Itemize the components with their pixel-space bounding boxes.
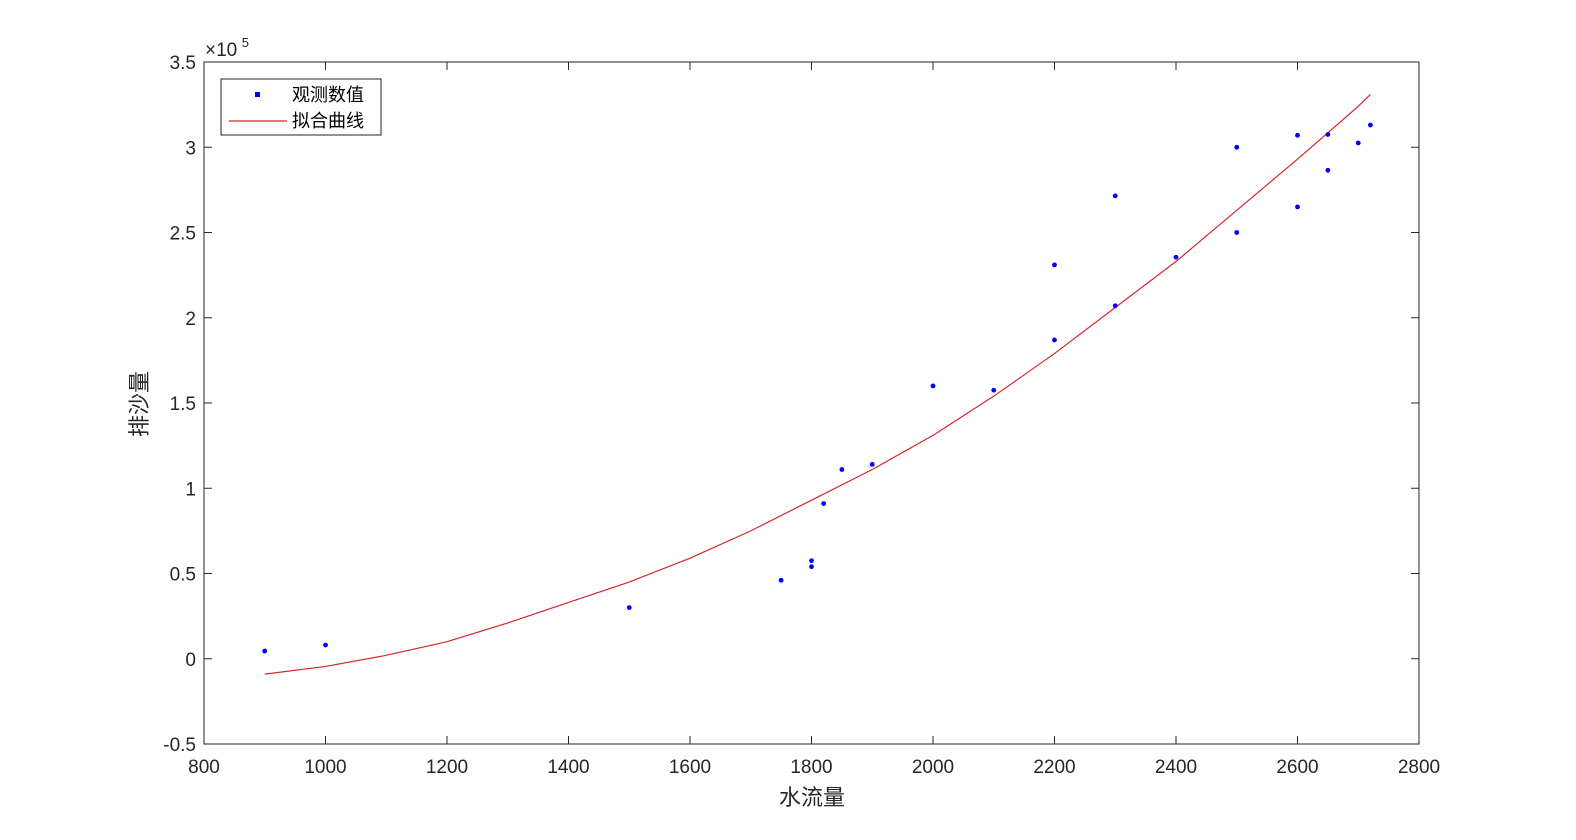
x-tick-label: 2800: [1398, 757, 1440, 778]
y-tick-label: 2.5: [170, 224, 196, 245]
observed-data-point: [1368, 122, 1373, 128]
observed-data-point: [1234, 230, 1240, 235]
observed-data-point: [1173, 254, 1179, 260]
y-tick-label: 2: [185, 309, 196, 330]
y-tick-label: 0: [185, 650, 196, 671]
observed-data-point: [1052, 337, 1057, 343]
x-axis-label: 水流量: [779, 786, 845, 811]
y-axis-ticks: -0.5 0 0.5 1 1.5 2 2.5 3 3.5: [163, 53, 1419, 756]
observed-data-point: [930, 383, 936, 389]
y-axis-multiplier-base: ×10: [205, 40, 237, 61]
fit-curve-line: [264, 93, 1371, 675]
observed-data-point: [821, 501, 827, 506]
x-tick-label: 1400: [547, 757, 589, 778]
legend-label-fit: 拟合曲线: [292, 111, 364, 132]
y-tick-label: 3.5: [170, 53, 196, 74]
observed-data-point: [839, 467, 845, 472]
legend-marker-observed: [255, 92, 260, 97]
observed-data-point: [869, 461, 875, 467]
observed-data-point: [809, 564, 814, 570]
observed-data-point: [1355, 140, 1361, 146]
observed-data-point: [1234, 144, 1240, 150]
observed-data-point: [1325, 132, 1331, 137]
x-tick-label: 1600: [669, 757, 711, 778]
x-axis-ticks: 800 1000 1200 1400 1600 1800 2000 2200 2400 2600 2…: [188, 62, 1440, 778]
y-tick-label: -0.5: [163, 735, 196, 756]
observed-data-point: [1295, 132, 1300, 138]
y-tick-label: 1.5: [170, 394, 196, 415]
observed-data-point: [1295, 204, 1300, 210]
observed-data-point: [1325, 167, 1331, 173]
x-tick-label: 2000: [912, 757, 954, 778]
y-tick-label: 0.5: [170, 565, 196, 586]
observed-data-point: [991, 387, 997, 393]
legend-label-observed: 观测数值: [292, 85, 364, 106]
legend: 观测数值 拟合曲线: [220, 78, 382, 136]
y-axis-multiplier: ×10 5: [205, 35, 249, 61]
y-axis-label: 排沙量: [128, 371, 153, 437]
observed-data-point: [626, 605, 632, 610]
observed-data-point: [262, 648, 268, 654]
observed-data-point: [778, 577, 784, 583]
x-tick-label: 1000: [304, 757, 346, 778]
x-tick-label: 1200: [426, 757, 468, 778]
observed-data-point: [1112, 303, 1118, 309]
observed-data-point: [809, 558, 814, 564]
y-tick-label: 3: [185, 138, 196, 159]
y-tick-label: 1: [185, 479, 196, 500]
y-axis-multiplier-exponent: 5: [242, 35, 249, 50]
x-tick-label: 2400: [1155, 757, 1197, 778]
x-tick-label: 1800: [790, 757, 832, 778]
observed-data-point: [1052, 262, 1057, 268]
observed-data-point: [323, 642, 328, 648]
legend-box: [220, 78, 382, 136]
x-tick-label: 800: [188, 757, 220, 778]
x-tick-label: 2200: [1033, 757, 1075, 778]
x-tick-label: 2600: [1276, 757, 1318, 778]
observed-data-point: [1112, 193, 1118, 199]
